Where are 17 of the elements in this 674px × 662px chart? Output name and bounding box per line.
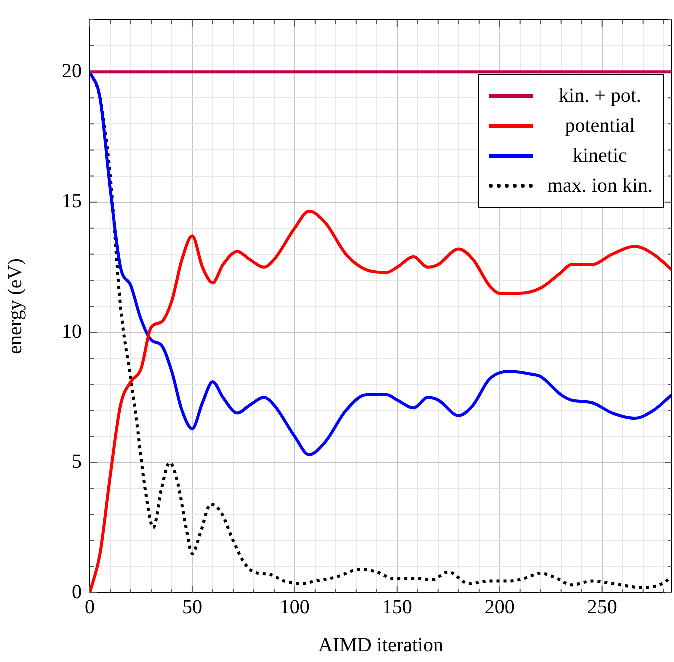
legend-label: kin. + pot. xyxy=(558,84,642,109)
x-tick-label: 50 xyxy=(182,596,202,618)
y-tick-label: 0 xyxy=(72,581,82,604)
x-tick-label: 100 xyxy=(280,596,310,618)
legend-label: potential xyxy=(564,114,636,139)
legend-label: max. ion kin. xyxy=(547,174,653,199)
y-axis-title: energy (eV) xyxy=(4,258,26,354)
x-tick-label: 250 xyxy=(587,596,618,618)
x-axis-title: AIMD iteration xyxy=(318,634,444,656)
y-tick-label: 15 xyxy=(62,190,82,213)
legend-label: kinetic xyxy=(572,144,628,169)
x-tick-label: 200 xyxy=(484,596,515,618)
line-series xyxy=(90,70,672,456)
y-tick-label: 10 xyxy=(62,320,82,343)
y-tick-label: 20 xyxy=(62,60,82,82)
y-tick-label: 5 xyxy=(72,451,82,474)
x-tick-label: 150 xyxy=(382,596,412,618)
